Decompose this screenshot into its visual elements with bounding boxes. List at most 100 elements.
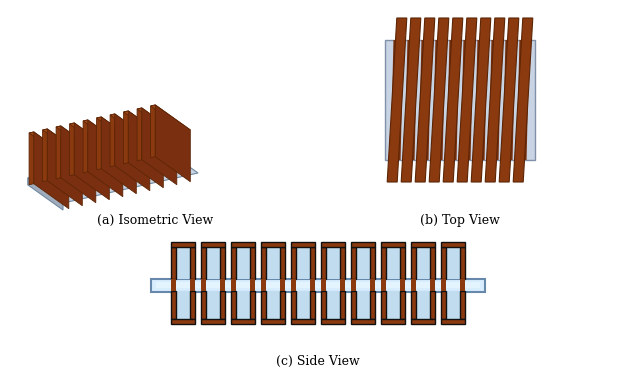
Polygon shape <box>56 126 61 179</box>
Polygon shape <box>415 18 435 182</box>
Polygon shape <box>28 148 163 185</box>
Polygon shape <box>411 279 416 291</box>
Polygon shape <box>321 319 345 324</box>
Polygon shape <box>381 319 405 324</box>
Polygon shape <box>446 40 459 160</box>
Polygon shape <box>171 319 195 324</box>
Polygon shape <box>416 291 430 319</box>
Polygon shape <box>340 247 345 279</box>
Polygon shape <box>171 291 176 319</box>
Polygon shape <box>115 114 150 191</box>
Polygon shape <box>29 132 69 158</box>
Polygon shape <box>457 18 477 182</box>
Polygon shape <box>430 279 435 291</box>
Polygon shape <box>231 319 255 324</box>
Polygon shape <box>88 120 123 197</box>
Polygon shape <box>220 291 225 319</box>
Polygon shape <box>386 247 400 279</box>
Polygon shape <box>280 247 285 279</box>
Polygon shape <box>351 319 375 324</box>
Text: (a) Isometric View: (a) Isometric View <box>97 214 213 227</box>
Polygon shape <box>321 291 326 319</box>
Polygon shape <box>321 242 345 247</box>
Polygon shape <box>56 126 96 152</box>
Text: (b) Top View: (b) Top View <box>420 214 500 227</box>
Polygon shape <box>201 242 225 247</box>
Polygon shape <box>280 291 285 319</box>
Polygon shape <box>460 40 473 160</box>
Polygon shape <box>110 114 115 167</box>
Polygon shape <box>381 291 386 319</box>
Polygon shape <box>61 126 96 203</box>
Polygon shape <box>340 279 345 291</box>
Polygon shape <box>432 40 445 160</box>
Polygon shape <box>441 242 465 247</box>
Polygon shape <box>280 279 285 291</box>
Polygon shape <box>381 279 386 291</box>
Polygon shape <box>83 120 123 146</box>
Polygon shape <box>441 291 446 319</box>
Polygon shape <box>220 279 225 291</box>
Polygon shape <box>441 319 465 324</box>
Polygon shape <box>190 291 195 319</box>
Polygon shape <box>411 319 435 324</box>
Bar <box>385 40 535 160</box>
Polygon shape <box>441 279 446 291</box>
Polygon shape <box>326 247 340 279</box>
Polygon shape <box>513 18 533 182</box>
Polygon shape <box>351 291 356 319</box>
Polygon shape <box>261 319 285 324</box>
Polygon shape <box>201 319 225 324</box>
Polygon shape <box>110 114 150 140</box>
Polygon shape <box>231 279 236 291</box>
Polygon shape <box>386 291 400 319</box>
Polygon shape <box>356 247 370 279</box>
Polygon shape <box>310 291 315 319</box>
Polygon shape <box>201 247 206 279</box>
Polygon shape <box>250 247 255 279</box>
Polygon shape <box>171 247 176 279</box>
Polygon shape <box>460 247 465 279</box>
Polygon shape <box>176 291 190 319</box>
Polygon shape <box>266 291 280 319</box>
Polygon shape <box>201 291 206 319</box>
Polygon shape <box>261 291 266 319</box>
Polygon shape <box>69 123 109 149</box>
Polygon shape <box>416 247 430 279</box>
Bar <box>151 279 485 292</box>
Polygon shape <box>471 18 491 182</box>
Polygon shape <box>137 108 142 161</box>
Polygon shape <box>488 40 501 160</box>
Polygon shape <box>356 291 370 319</box>
Polygon shape <box>441 247 446 279</box>
Polygon shape <box>351 242 375 247</box>
Polygon shape <box>430 291 435 319</box>
Polygon shape <box>296 247 310 279</box>
Polygon shape <box>190 279 195 291</box>
Polygon shape <box>401 18 421 182</box>
Polygon shape <box>261 279 266 291</box>
Polygon shape <box>291 279 296 291</box>
Polygon shape <box>400 279 405 291</box>
Polygon shape <box>69 123 74 176</box>
Polygon shape <box>206 291 220 319</box>
Polygon shape <box>266 247 280 279</box>
Polygon shape <box>429 18 449 182</box>
Polygon shape <box>400 247 405 279</box>
Polygon shape <box>502 40 515 160</box>
Polygon shape <box>34 132 69 209</box>
Polygon shape <box>446 291 460 319</box>
Polygon shape <box>43 129 47 182</box>
Polygon shape <box>291 319 315 324</box>
Polygon shape <box>261 242 285 247</box>
Polygon shape <box>97 117 136 143</box>
Polygon shape <box>391 40 403 160</box>
Polygon shape <box>201 279 206 291</box>
Polygon shape <box>370 279 375 291</box>
Polygon shape <box>516 40 529 160</box>
Polygon shape <box>418 40 431 160</box>
Polygon shape <box>236 291 250 319</box>
Bar <box>156 282 480 288</box>
Polygon shape <box>176 247 190 279</box>
Polygon shape <box>97 117 101 170</box>
